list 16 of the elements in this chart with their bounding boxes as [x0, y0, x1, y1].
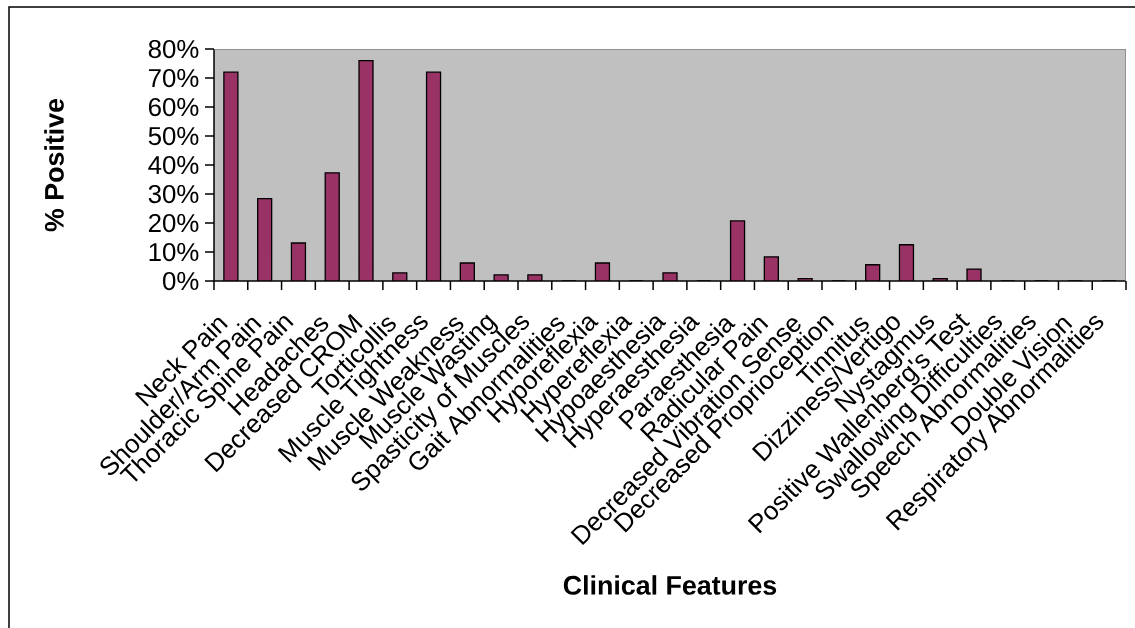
y-tick-label: 20% [148, 213, 199, 233]
y-axis-title: % Positive [44, 98, 64, 232]
bar [730, 220, 745, 281]
y-tick-label: 0% [163, 271, 199, 291]
y-tick-label: 10% [149, 242, 199, 262]
bar [257, 198, 272, 281]
y-tick-label: 50% [148, 126, 199, 146]
bar [426, 72, 441, 281]
y-tick-label: 70% [148, 68, 199, 88]
y-tick-label: 80% [148, 39, 199, 59]
bar [325, 172, 340, 281]
x-axis-title: Clinical Features [563, 575, 777, 595]
y-tick-label: 30% [148, 184, 199, 204]
bar [899, 244, 914, 281]
y-tick-label: 60% [148, 97, 199, 117]
y-tick-label: 40% [148, 155, 199, 175]
